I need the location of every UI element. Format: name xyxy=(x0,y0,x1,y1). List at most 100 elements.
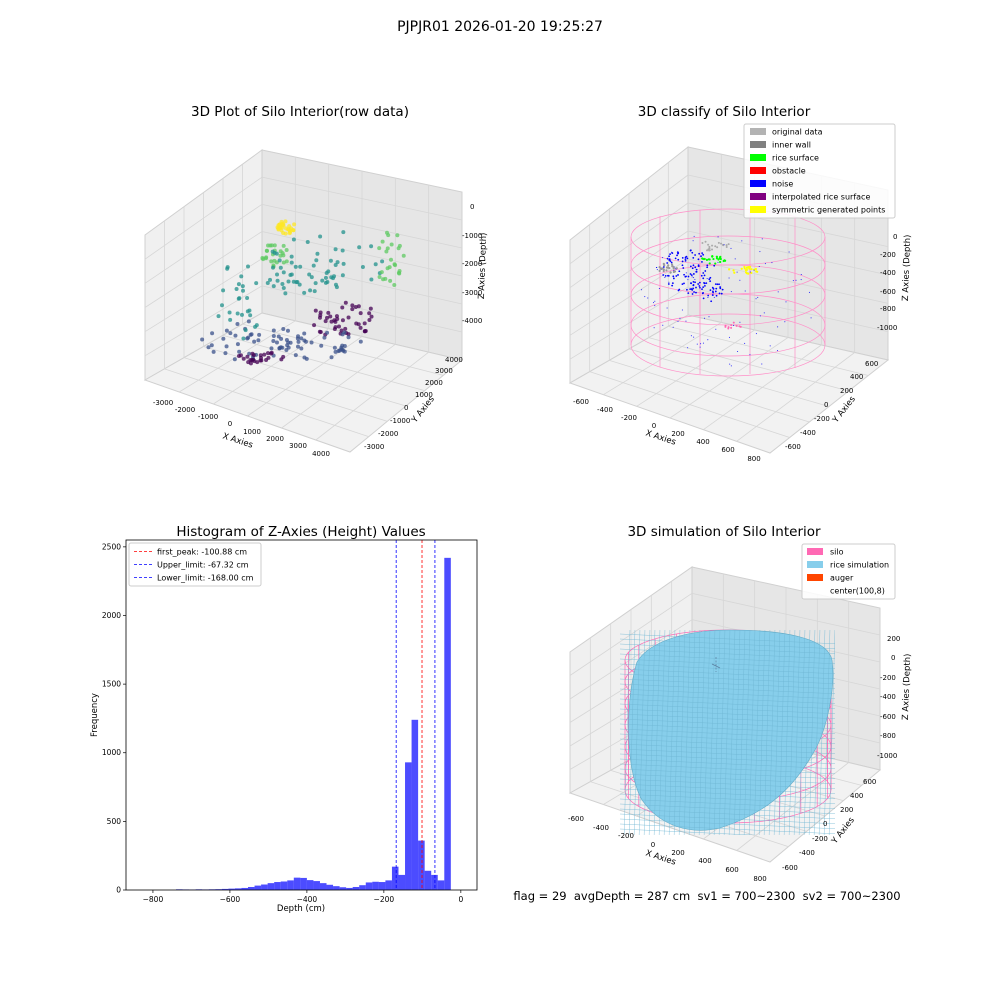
panel2-point xyxy=(687,275,690,278)
panel1-point xyxy=(320,278,325,283)
panel1-point xyxy=(333,282,338,287)
panel1-point xyxy=(270,265,275,270)
panel1-point xyxy=(246,319,251,324)
status-footer: flag = 29 avgDepth = 287 cm sv1 = 700~23… xyxy=(513,889,900,903)
panel1-point xyxy=(360,265,365,270)
panel1-point xyxy=(277,258,282,263)
panel1-point xyxy=(323,275,328,280)
panel1-x-ticks: -3000 -2000 -1000 0 1000 2000 3000 4000 xyxy=(153,399,330,458)
panel1-point xyxy=(283,219,288,224)
panel2-point xyxy=(669,271,672,274)
panel1-point xyxy=(299,336,304,341)
panel2-y-tick: -600 xyxy=(785,443,801,451)
legend-swatch-inner-wall xyxy=(750,141,766,148)
panel2-point xyxy=(738,325,741,328)
panel2-point xyxy=(702,342,704,344)
panel1-point xyxy=(305,239,310,244)
panel1-y-tick: 4000 xyxy=(445,356,463,364)
rice-mesh-line xyxy=(718,630,726,835)
panel1-point xyxy=(312,323,317,328)
panel4-x-tick: 0 xyxy=(651,841,655,849)
rice-mesh-line xyxy=(620,688,835,699)
panel2-point xyxy=(712,290,714,293)
rice-mesh-line xyxy=(653,630,661,835)
panel1-point xyxy=(234,286,239,291)
rice-mesh-line xyxy=(748,630,756,835)
panel4-z-tick: -1000 xyxy=(877,752,897,760)
panel1-point xyxy=(332,318,337,323)
rice-mesh-line xyxy=(620,718,835,729)
panel1-z-tick: -3000 xyxy=(462,289,482,297)
panel2-point xyxy=(733,271,736,274)
panel1-point xyxy=(381,277,386,282)
panel2-z-tick: 0 xyxy=(893,233,897,241)
panel2-point xyxy=(702,297,705,300)
histogram-bar xyxy=(274,882,281,890)
panel2-point xyxy=(677,289,680,292)
rice-mesh-line xyxy=(620,823,835,834)
panel2-point xyxy=(725,244,728,247)
panel2-point xyxy=(785,301,787,303)
panel1-point xyxy=(245,296,250,301)
panel2-point xyxy=(735,324,738,327)
histogram-bar xyxy=(300,877,307,890)
rice-mesh-line xyxy=(620,658,835,669)
panel1-point xyxy=(274,260,279,265)
panel-grid-left xyxy=(569,286,689,360)
panel4-y-tick: 600 xyxy=(863,778,876,786)
panel1-y-tick: -3000 xyxy=(364,443,384,451)
panel1-point xyxy=(241,336,246,341)
rice-mesh-line xyxy=(753,630,761,835)
panel2-point xyxy=(745,266,749,269)
panel2-point xyxy=(777,326,779,328)
panel1-point xyxy=(291,279,296,284)
panel2-point xyxy=(669,260,672,262)
panel2-point xyxy=(708,258,711,261)
panel2-point xyxy=(739,279,741,281)
panel2-point xyxy=(695,270,698,273)
panel2-point xyxy=(761,363,763,365)
panel4-z-tick: 0 xyxy=(891,654,895,662)
panel2-point xyxy=(662,257,664,259)
panel2-point xyxy=(658,265,661,269)
panel1-z-tick: 0 xyxy=(470,203,474,211)
panel2-point xyxy=(697,283,700,285)
rice-mesh-line xyxy=(658,630,666,835)
rice-mesh-line xyxy=(668,630,676,835)
panel2-point xyxy=(761,238,763,240)
panel2-point xyxy=(662,324,664,326)
rice-mesh-line xyxy=(818,630,826,835)
histogram-bar xyxy=(313,881,320,890)
panel1-point xyxy=(322,335,327,340)
panel2-point xyxy=(730,291,732,293)
panel2-point xyxy=(671,265,674,268)
panel1-point xyxy=(309,340,314,345)
panel2-point xyxy=(725,246,728,249)
panel2-point xyxy=(653,327,655,329)
rice-mesh-line xyxy=(828,630,835,835)
panel1-y-tick: 3000 xyxy=(435,367,453,375)
panel2-point xyxy=(661,267,664,270)
panel2-point xyxy=(704,317,706,319)
panel2-point xyxy=(698,252,701,255)
panel1-point xyxy=(279,357,284,362)
panel2-point xyxy=(701,241,704,244)
panel2-point xyxy=(701,261,703,263)
rice-mesh-line xyxy=(620,633,835,644)
panel2-point xyxy=(702,292,705,294)
panel1-point xyxy=(324,271,329,276)
panel2-y-tick: -400 xyxy=(800,429,816,437)
panel1-point xyxy=(319,343,324,348)
panel2-point xyxy=(753,269,755,271)
panel2-point xyxy=(763,312,765,314)
panel2-point xyxy=(708,262,711,265)
panel1-point xyxy=(358,325,363,330)
panel1-point xyxy=(246,360,251,365)
panel2-point xyxy=(800,279,802,281)
panel1-point xyxy=(289,272,294,277)
panel1-point xyxy=(325,280,330,285)
panel4-y-label: Y Axies xyxy=(829,815,857,847)
panel1-point xyxy=(289,254,294,259)
panel2-point xyxy=(654,300,656,302)
panel2-point xyxy=(672,275,675,278)
